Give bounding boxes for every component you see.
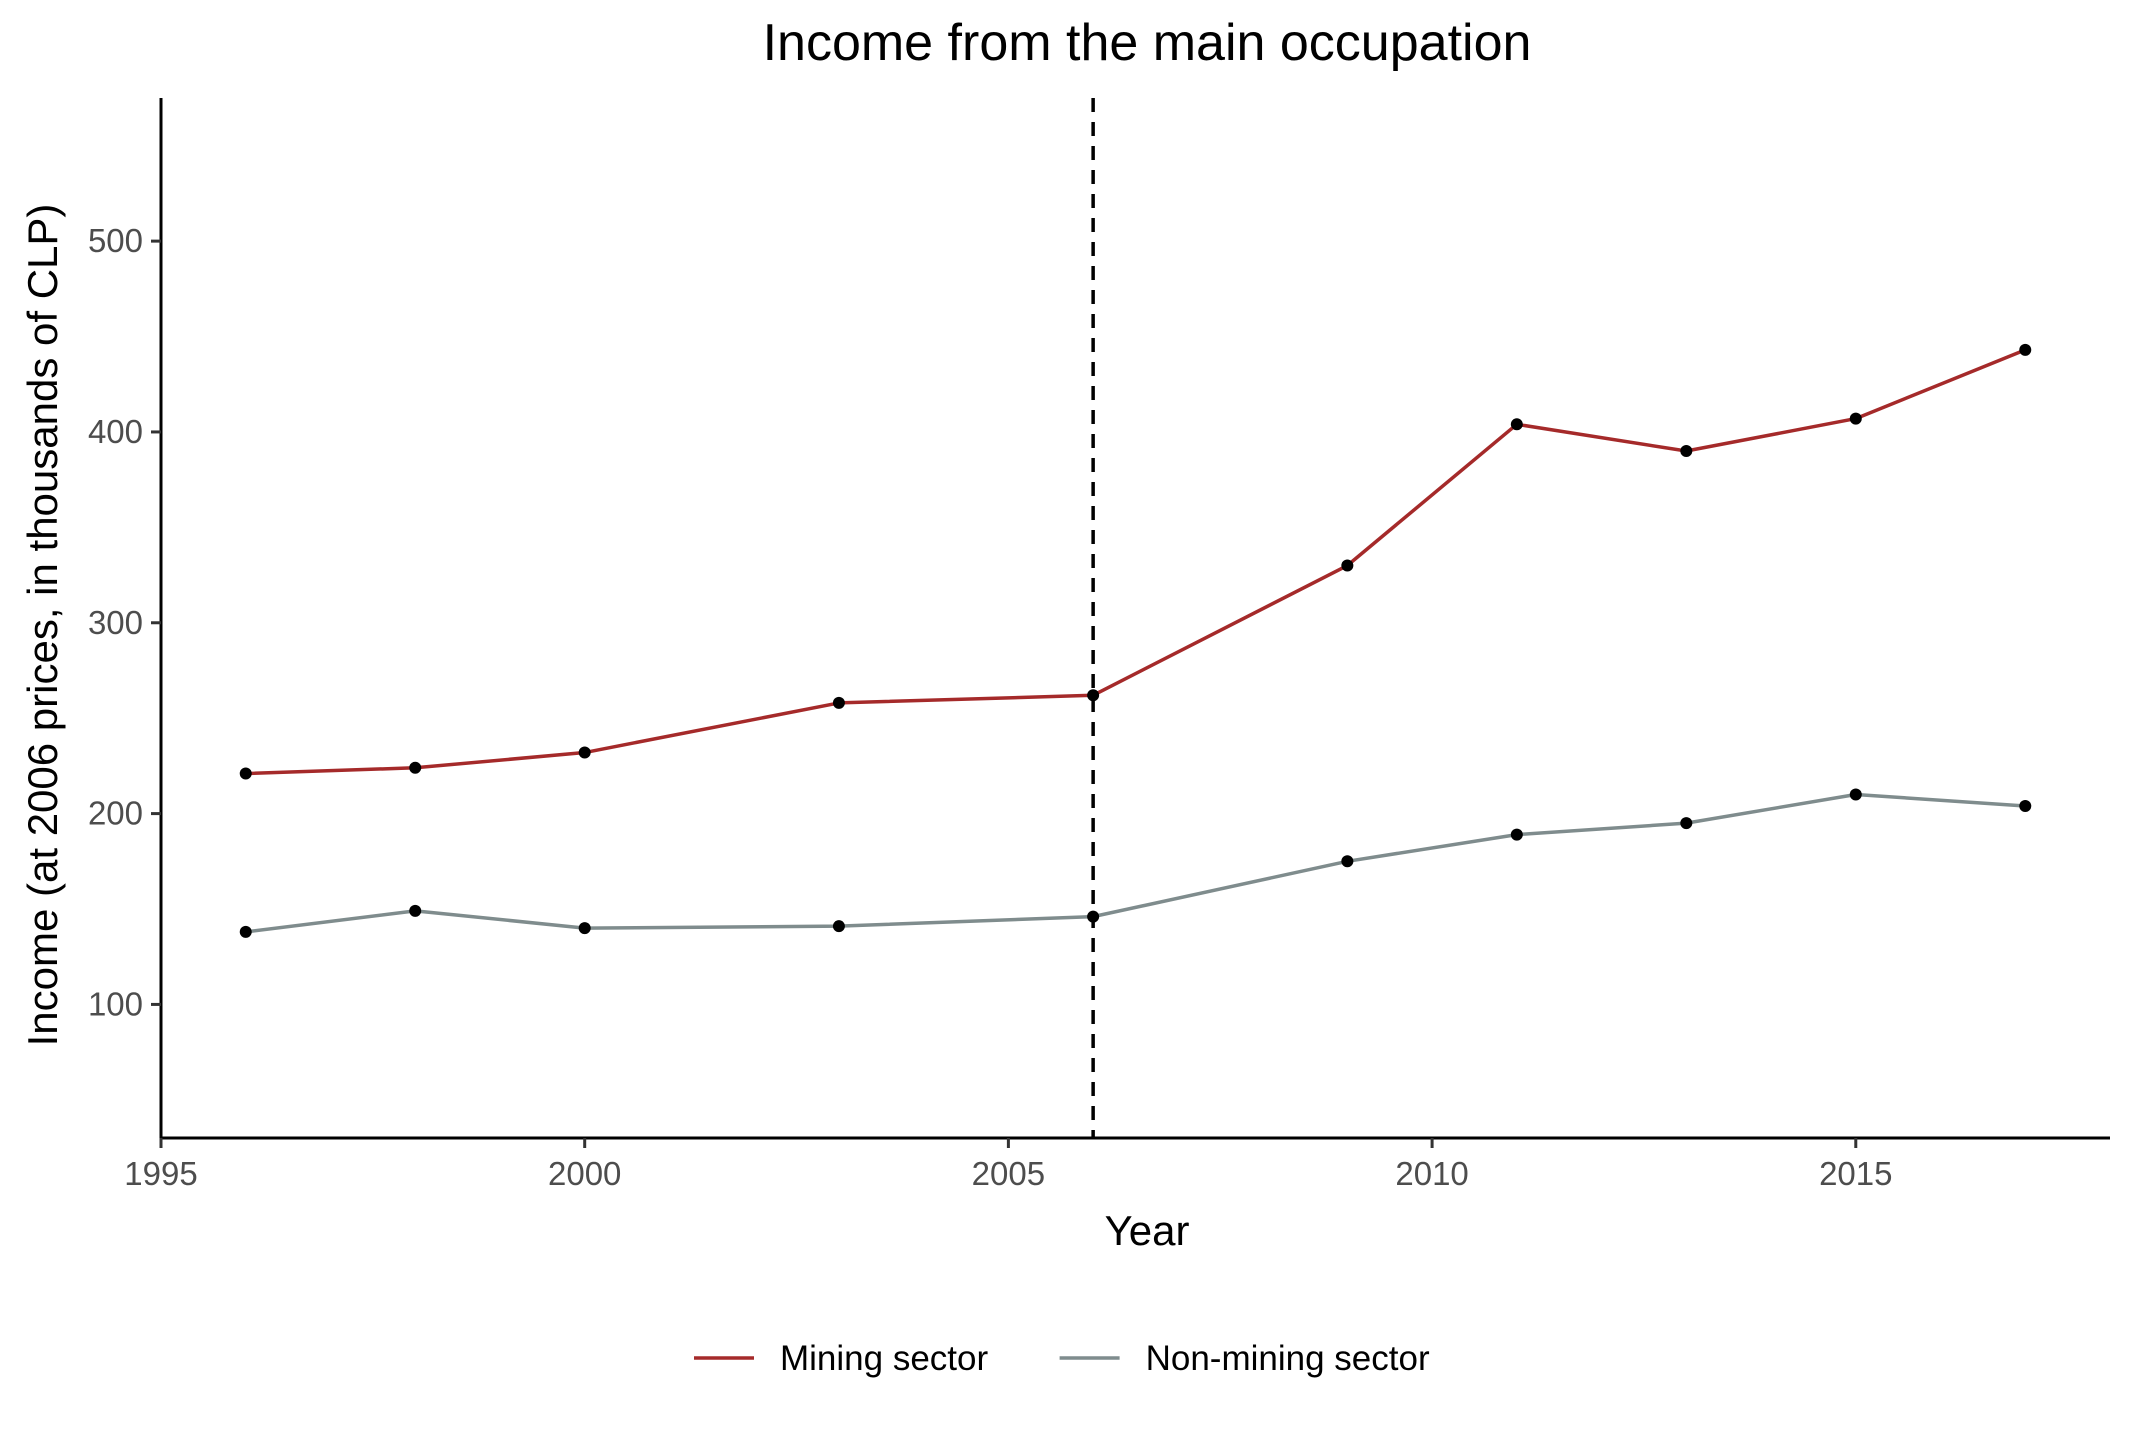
- data-point: [239, 767, 252, 780]
- data-point: [409, 761, 422, 774]
- series-line: [245, 792, 2026, 934]
- x-tick-label: 2015: [1819, 1155, 1892, 1192]
- legend: Mining sector Non-mining sector: [694, 1339, 1430, 1378]
- y-tick-label: 300: [88, 604, 143, 641]
- data-point: [1510, 418, 1523, 431]
- data-point: [1341, 559, 1354, 572]
- data-point: [578, 922, 591, 935]
- x-tick-label: 1995: [124, 1155, 197, 1192]
- x-axis-title: Year: [1105, 1207, 1190, 1254]
- y-tick-label: 100: [88, 985, 143, 1022]
- data-point: [1680, 817, 1693, 830]
- x-tick-label: 2005: [972, 1155, 1045, 1192]
- data-point: [1341, 855, 1354, 868]
- data-point: [578, 746, 591, 759]
- data-point: [2019, 799, 2032, 812]
- x-tick-label: 2000: [548, 1155, 621, 1192]
- chart-title: Income from the main occupation: [763, 14, 1532, 72]
- data-point: [832, 920, 845, 933]
- data-point: [239, 925, 252, 938]
- y-tick-label: 200: [88, 795, 143, 832]
- data-point: [1510, 828, 1523, 841]
- data-point: [1849, 412, 1862, 425]
- legend-label: Non-mining sector: [1146, 1339, 1430, 1378]
- data-point: [832, 696, 845, 709]
- data-point: [1849, 788, 1862, 801]
- data-point: [409, 904, 422, 917]
- y-tick-label: 500: [88, 222, 143, 259]
- data-point: [1087, 689, 1100, 702]
- y-axis-title: Income (at 2006 prices, in thousands of …: [19, 204, 66, 1047]
- legend-label: Mining sector: [780, 1339, 988, 1378]
- series-line: [245, 348, 2026, 776]
- x-tick-label: 2010: [1395, 1155, 1468, 1192]
- y-tick-label: 400: [88, 413, 143, 450]
- data-point: [2019, 343, 2032, 356]
- data-point: [1087, 910, 1100, 923]
- plot-area: 100 200 300 400 500 1995 2000 2005 2010 2015: [88, 98, 2110, 1192]
- data-point: [1680, 445, 1693, 458]
